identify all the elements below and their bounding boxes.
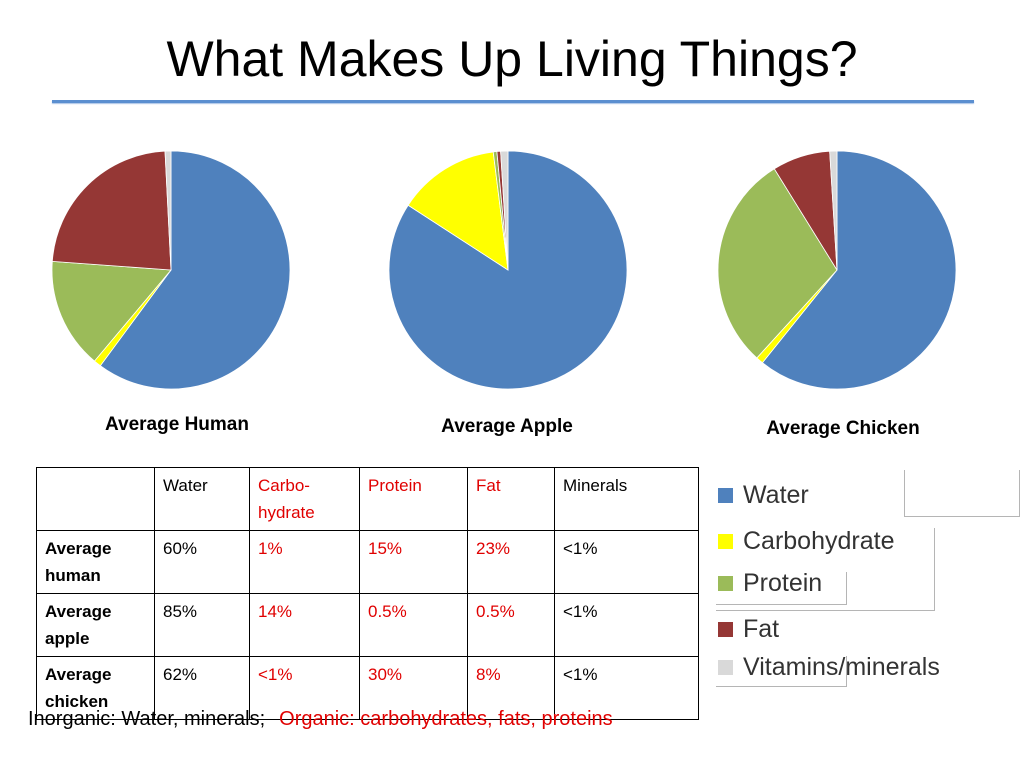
table-header-water: Water — [154, 467, 250, 531]
legend-item-vitamins-minerals: Vitamins/minerals — [718, 652, 940, 682]
table-cell: 60% — [154, 530, 250, 594]
table-cell: <1% — [554, 530, 699, 594]
legend-swatch-protein — [718, 575, 733, 591]
table-row: Average human 60% 1% 15% 23% <1% — [36, 530, 699, 594]
legend-frame — [904, 470, 1020, 517]
legend-frame — [716, 528, 935, 611]
legend-frame — [716, 656, 847, 687]
table-cell: <1% — [554, 656, 699, 720]
legend-label: Fat — [743, 614, 780, 643]
legend-label: Carbohydrate — [743, 526, 895, 555]
legend-item-carbohydrate: Carbohydrate — [718, 526, 894, 556]
table-cell: 15% — [359, 530, 468, 594]
pie-slice-chicken-water — [761, 150, 957, 390]
pie-chart-human — [51, 150, 291, 390]
pie-label-apple: Average Apple — [441, 416, 573, 437]
legend-label: Water — [743, 480, 809, 509]
table-header-empty — [36, 467, 155, 531]
table-cell: 8% — [467, 656, 555, 720]
legend-frame — [716, 572, 847, 605]
pie-slice-chicken-vitamins-minerals — [829, 150, 838, 271]
table-row-label: Average apple — [36, 593, 155, 657]
composition-table: Water Carbo-hydrate Protein Fat Minerals… — [36, 467, 699, 720]
legend-label: Vitamins/minerals — [743, 652, 940, 681]
pie-slice-apple-carbohydrate — [407, 151, 509, 271]
table-cell: 62% — [154, 656, 250, 720]
slide-title: What Makes Up Living Things? — [166, 31, 858, 87]
table-row-label: Average human — [36, 530, 155, 594]
table-cell: <1% — [554, 593, 699, 657]
table-header-minerals: Minerals — [554, 467, 699, 531]
table-cell: 14% — [249, 593, 360, 657]
table-cell: 0.5% — [467, 593, 555, 657]
table-cell: 30% — [359, 656, 468, 720]
table-header-row: Water Carbo-hydrate Protein Fat Minerals — [36, 467, 699, 531]
legend-item-water: Water — [718, 480, 809, 510]
pie-slice-human-fat — [51, 150, 172, 271]
table-cell: <1% — [249, 656, 360, 720]
table-cell: 23% — [467, 530, 555, 594]
pie-label-chicken: Average Chicken — [766, 418, 920, 439]
footer-note: Inorganic: Water, minerals; Organic: carb… — [28, 708, 613, 731]
table-header-protein: Protein — [359, 467, 468, 531]
pie-label-human: Average Human — [105, 414, 249, 435]
table-row-label: Average chicken — [36, 656, 155, 720]
pie-slice-chicken-protein — [717, 168, 838, 359]
legend-item-protein: Protein — [718, 568, 822, 598]
table-row: Average chicken 62% <1% 30% 8% <1% — [36, 656, 699, 720]
legend-swatch-carbohydrate — [718, 533, 733, 549]
legend-swatch-water — [718, 487, 733, 503]
legend-item-fat: Fat — [718, 614, 779, 644]
legend-swatch-vitamins-minerals — [718, 659, 733, 675]
pie-slice-human-protein — [51, 260, 172, 362]
table-header-fat: Fat — [467, 467, 555, 531]
title-underline — [52, 100, 974, 103]
pie-chart-apple — [388, 150, 628, 390]
footer-organic: Organic: carbohydrates, fats, proteins — [279, 708, 613, 730]
pie-chart-chicken — [717, 150, 957, 390]
legend-label: Protein — [743, 568, 823, 597]
pie-slice-human-vitamins-minerals — [164, 150, 172, 271]
table-cell: 85% — [154, 593, 250, 657]
table-cell: 0.5% — [359, 593, 468, 657]
table-row: Average apple 85% 14% 0.5% 0.5% <1% — [36, 593, 699, 657]
footer-inorganic: Inorganic: Water, minerals; — [28, 708, 266, 730]
legend-swatch-fat — [718, 621, 733, 637]
table-cell: 1% — [249, 530, 360, 594]
pie-slice-human-water — [99, 150, 291, 390]
pie-legend: Water Carbohydrate Protein Fat Vitamins/… — [716, 470, 1020, 691]
table-header-carbohydrate: Carbo-hydrate — [249, 467, 360, 531]
pie-slice-apple-vitamins-minerals — [500, 150, 509, 271]
